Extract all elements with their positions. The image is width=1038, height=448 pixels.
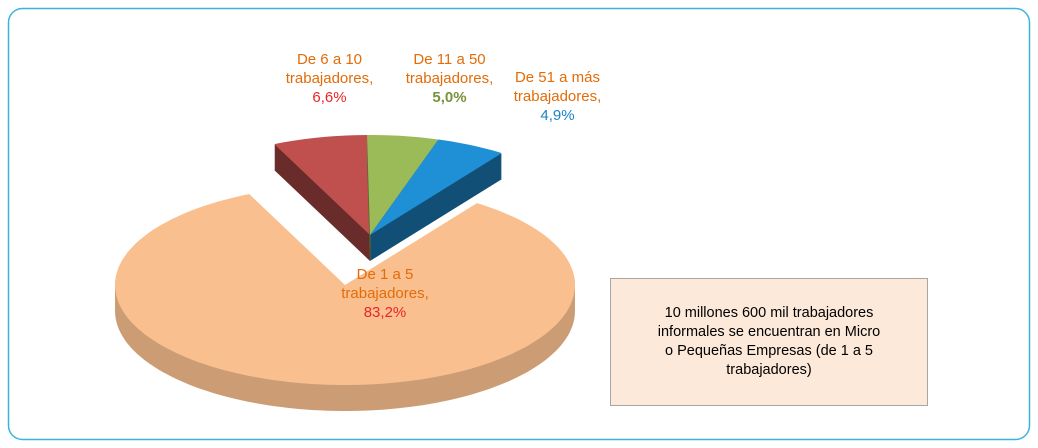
slice	[115, 194, 575, 385]
category-label: De 1 a 5 trabajadores,	[341, 266, 429, 302]
value-label: 6,6%	[312, 89, 347, 106]
slice-label: De 1 a 5 trabajadores, 83,2%	[315, 265, 455, 322]
slice	[274, 135, 370, 235]
category-label: De 6 a 10 trabajadores,	[285, 51, 374, 87]
slice	[367, 135, 439, 235]
value-label: 83,2%	[363, 304, 407, 321]
pie	[115, 135, 575, 411]
slice	[370, 139, 502, 235]
category-label: De 11 a 50 trabajadores,	[405, 51, 494, 87]
value-label: 4,9%	[540, 107, 575, 124]
slice-label: De 11 a 50 trabajadores, 5,0%	[392, 50, 507, 107]
value-label: 5,0%	[432, 89, 467, 106]
slice-label: De 6 a 10 trabajadores, 6,6%	[272, 50, 387, 107]
annotation: 10 millones 600 mil trabajadores informa…	[610, 278, 928, 406]
slice-label: De 51 a más trabajadores, 4,9%	[500, 68, 615, 125]
category-label: De 51 a más trabajadores,	[513, 69, 602, 105]
annotation-text: 10 millones 600 mil trabajadores informa…	[657, 305, 881, 378]
